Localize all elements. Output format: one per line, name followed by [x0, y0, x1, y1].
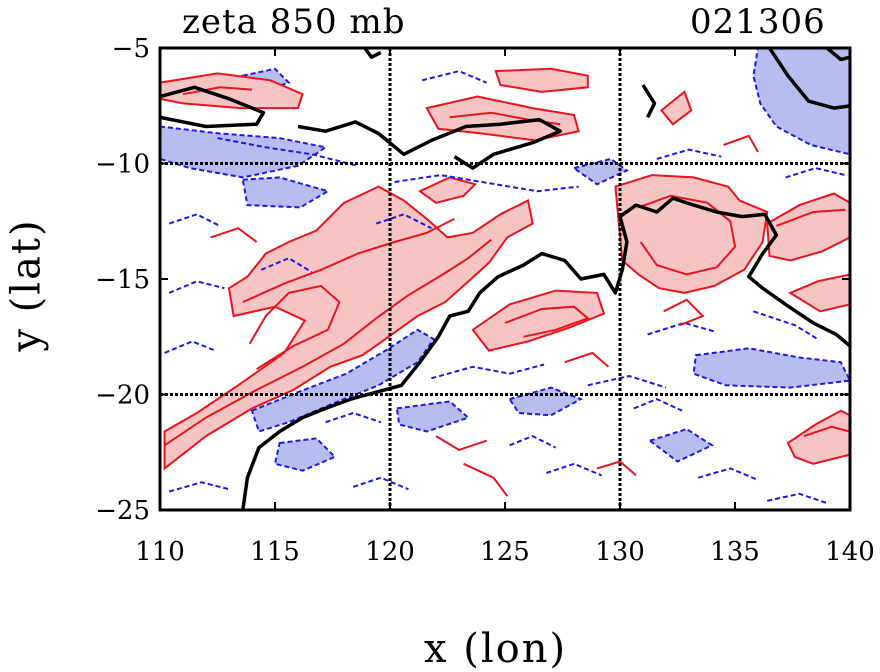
negative-vorticity-region — [692, 347, 850, 389]
y-tick-label: −5 — [112, 34, 150, 64]
coastline — [363, 48, 382, 59]
coastline — [241, 196, 850, 510]
negative-vorticity-contour — [546, 462, 602, 477]
positive-vorticity-contour — [463, 462, 509, 497]
negative-vorticity-contour — [431, 363, 545, 380]
negative-vorticity-region — [395, 400, 471, 433]
positive-vorticity-contour — [803, 425, 850, 438]
positive-vorticity-contour — [564, 351, 610, 368]
positive-vorticity-contour — [435, 435, 487, 451]
negative-vorticity-contour — [633, 398, 683, 412]
negative-vorticity-region — [752, 48, 850, 156]
negative-vorticity-contour — [766, 492, 828, 505]
positive-vorticity-region — [160, 72, 304, 110]
positive-vorticity-contour — [776, 208, 846, 227]
negative-vorticity-contour — [647, 321, 717, 336]
positive-vorticity-contour — [164, 238, 492, 447]
positive-vorticity-contour — [248, 284, 341, 370]
y-tick-label: −25 — [95, 496, 150, 526]
positive-vorticity-contour — [723, 134, 759, 153]
negative-vorticity-contour — [352, 476, 409, 491]
negative-vorticity-region — [241, 176, 331, 209]
y-tick-label: −20 — [95, 381, 150, 411]
positive-vorticity-region — [417, 176, 478, 204]
negative-vorticity-contour — [168, 213, 221, 227]
x-tick-label: 135 — [710, 537, 760, 567]
positive-vorticity-region — [494, 67, 589, 93]
positive-vorticity-region — [471, 289, 606, 352]
chart-title-right: 021306 — [690, 2, 826, 42]
positive-vorticity-region — [788, 273, 850, 313]
negative-vorticity-contour — [325, 411, 382, 424]
x-tick-label: 120 — [365, 537, 415, 567]
negative-vorticity-contour — [164, 340, 216, 354]
negative-vorticity-contour — [168, 280, 225, 294]
y-tick-label: −10 — [95, 150, 150, 180]
negative-vorticity-region — [508, 386, 584, 417]
positive-vorticity-contour — [638, 194, 737, 276]
coastline — [768, 48, 850, 110]
positive-vorticity-region — [766, 192, 850, 262]
positive-vorticity-contour — [242, 218, 455, 304]
positive-vorticity-contour — [182, 86, 253, 96]
negative-vorticity-region — [647, 428, 715, 463]
negative-vorticity-contour — [785, 167, 846, 179]
negative-vorticity-region — [250, 328, 436, 433]
negative-vorticity-contour — [168, 481, 230, 493]
coastline — [297, 117, 562, 170]
coastline — [160, 85, 266, 129]
x-tick-label: 130 — [595, 537, 645, 567]
negative-vorticity-contour — [217, 137, 359, 167]
coastline — [641, 84, 657, 119]
negative-vorticity-contour — [656, 148, 722, 160]
positive-vorticity-region — [659, 90, 693, 126]
negative-vorticity-contour — [394, 174, 579, 193]
positive-vorticity-contour — [210, 227, 258, 243]
negative-vorticity-contour — [697, 467, 759, 481]
x-axis-title: x (lon) — [424, 626, 568, 672]
x-tick-label: 115 — [250, 537, 300, 567]
negative-vorticity-contour — [375, 213, 432, 230]
x-tick-label: 125 — [480, 537, 530, 567]
positive-vorticity-contour — [663, 298, 705, 327]
negative-vorticity-region — [571, 157, 629, 186]
y-tick-label: −15 — [95, 265, 150, 295]
chart-title-left: zeta 850 mb — [182, 2, 406, 42]
coastline — [825, 48, 850, 62]
negative-vorticity-contour — [587, 374, 667, 389]
negative-vorticity-region — [273, 437, 337, 472]
negative-vorticity-contour — [260, 257, 313, 273]
positive-vorticity-region — [786, 409, 850, 465]
negative-vorticity-contour — [753, 310, 819, 340]
positive-vorticity-region — [614, 174, 769, 294]
positive-vorticity-contour — [504, 305, 590, 338]
positive-vorticity-contour — [596, 460, 637, 477]
negative-vorticity-contour — [421, 70, 487, 84]
negative-vorticity-contour — [509, 435, 557, 449]
x-tick-label: 140 — [825, 537, 875, 567]
x-tick-label: 110 — [135, 537, 185, 567]
